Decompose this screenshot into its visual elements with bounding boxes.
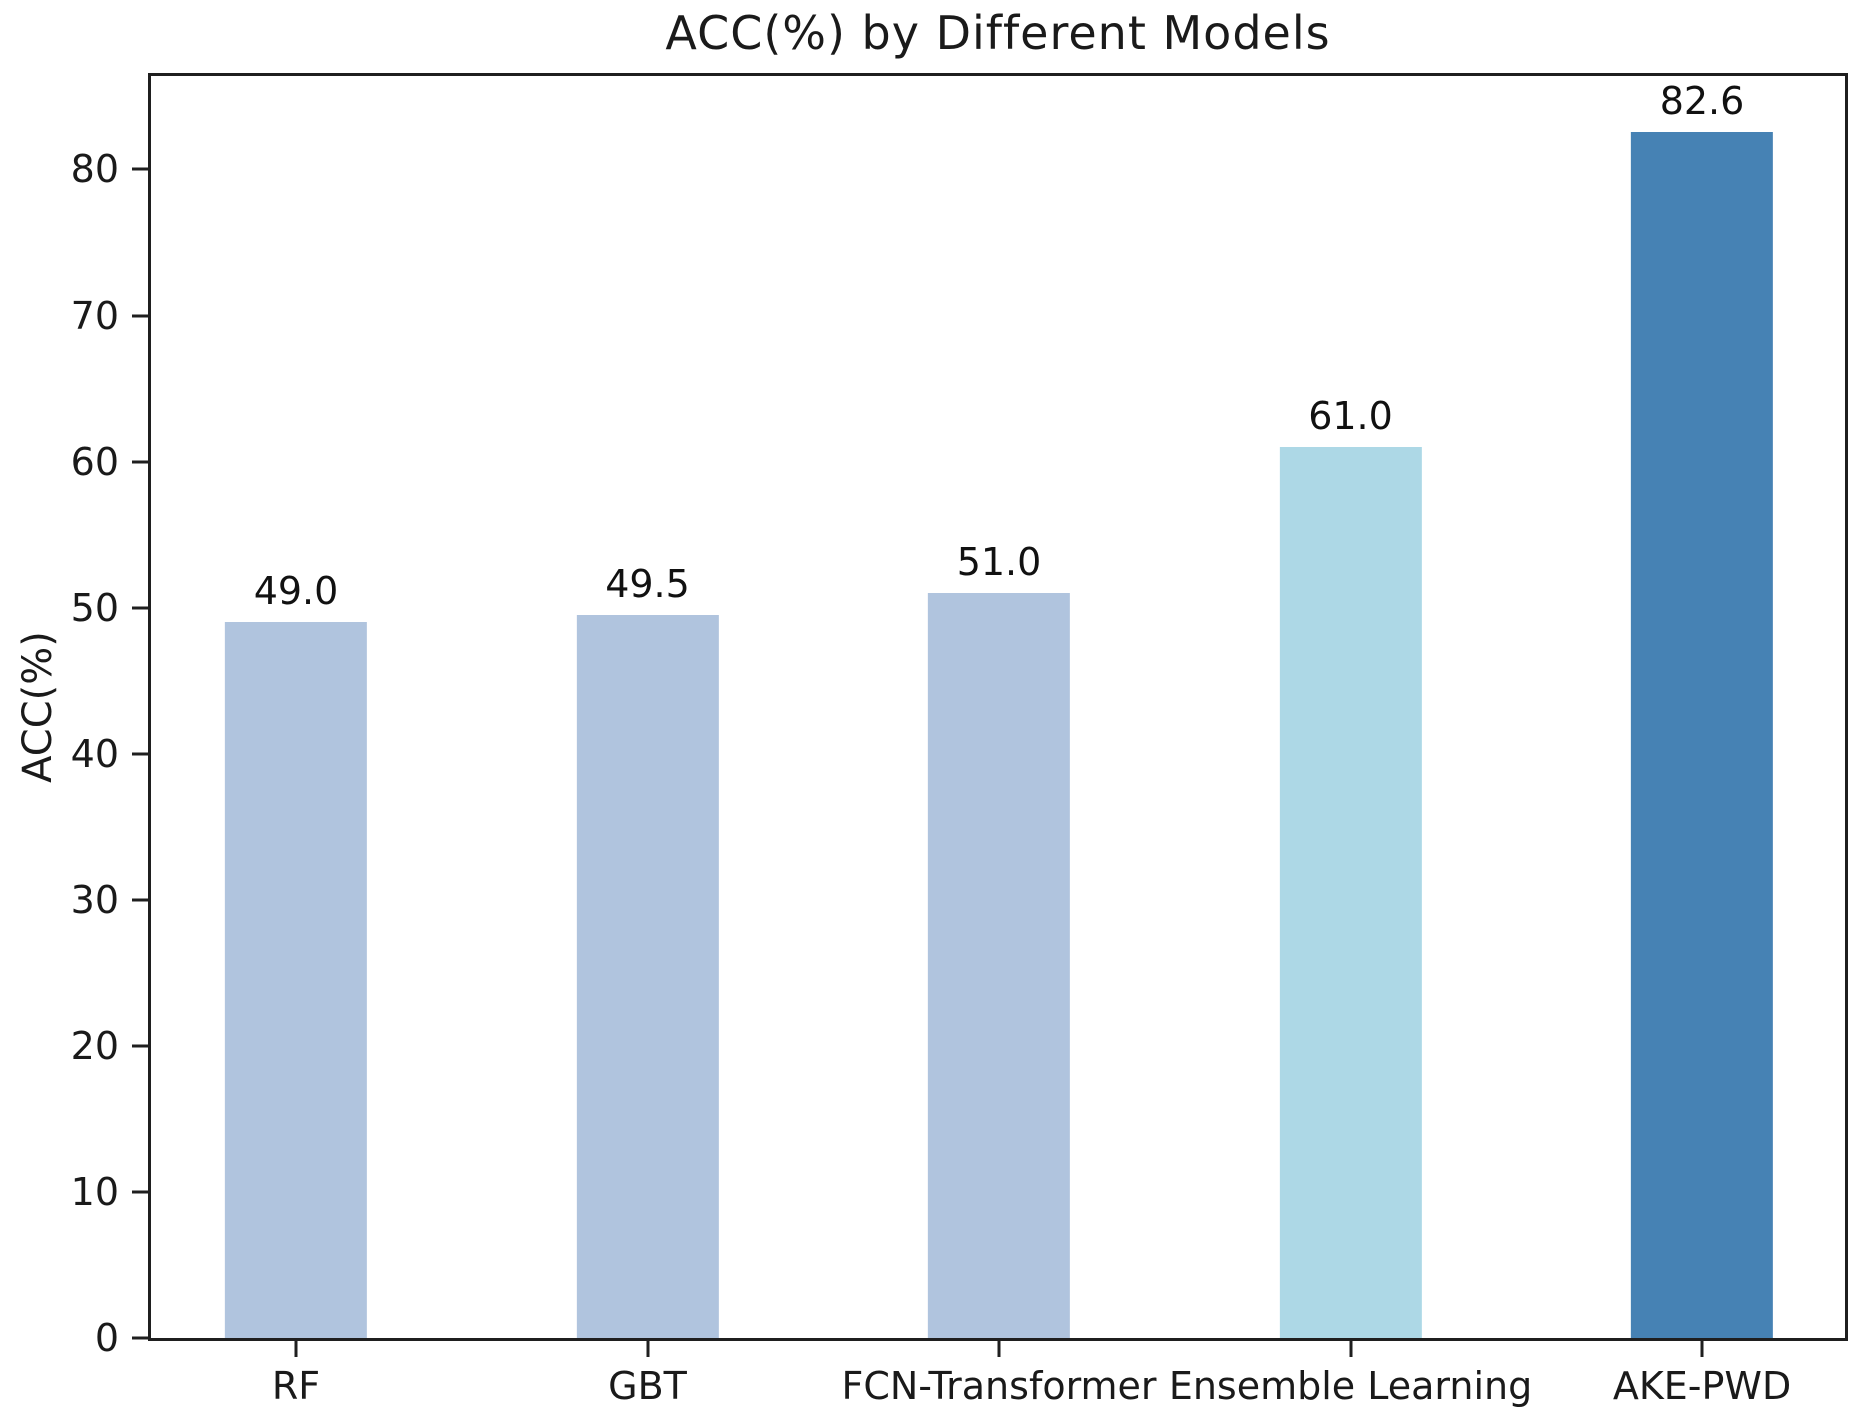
y-tick-mark: [132, 460, 148, 464]
x-tick-mark: [997, 1341, 1001, 1357]
x-tick-mark: [294, 1341, 298, 1357]
y-axis-ticks: 0 10 20 30 40 50 60 70 80: [71, 76, 1845, 1357]
y-tick-label: 30: [70, 877, 119, 922]
x-tick-label: FCN-Transformer: [841, 1364, 1157, 1408]
x-tick-mark: [1700, 1341, 1704, 1357]
x-tick-mark: [646, 1341, 649, 1357]
y-tick-label: 80: [70, 147, 119, 192]
y-tick-mark: [132, 752, 148, 756]
y-tick-label: 40: [70, 731, 119, 776]
y-tick-label: 70: [70, 293, 119, 338]
bar-value-label: 61.0: [1308, 394, 1393, 439]
bar-value-label: 49.0: [253, 569, 339, 614]
y-tick-label: 0: [94, 1316, 119, 1360]
y-tick-mark: [132, 314, 148, 318]
x-tick-mark: [1349, 1341, 1353, 1357]
bar: [927, 593, 1071, 1338]
x-tick-label: Ensemble Learning: [1168, 1364, 1533, 1408]
bar-value-label: 82.6: [1659, 78, 1745, 123]
bar: [1630, 131, 1774, 1338]
bar: [1279, 447, 1422, 1338]
y-tick-mark: [132, 606, 148, 610]
bar-group: 82.6: [1630, 76, 1774, 1338]
y-tick-mark: [132, 1190, 148, 1194]
bars-layer: 49.0 49.5 51.0 61.0 82.6: [151, 76, 1845, 1338]
x-tick-label: AKE-PWD: [1612, 1364, 1792, 1408]
y-tick-label: 20: [70, 1023, 119, 1068]
bar-value-label: 49.5: [605, 561, 690, 606]
bar-group: 49.0: [224, 76, 368, 1338]
y-axis-label: ACC(%): [15, 631, 61, 783]
bar-group: 61.0: [1279, 76, 1422, 1338]
y-tick-mark: [132, 1336, 148, 1340]
x-tick-label: GBT: [608, 1364, 687, 1408]
plot-area: 0 10 20 30 40 50 60 70 80 49.0 49.5 51.0 61.0 82.6 R…: [71, 73, 1848, 1408]
bar-value-label: 51.0: [956, 540, 1042, 585]
bar-group: 49.5: [576, 76, 719, 1338]
bar-group: 51.0: [927, 76, 1071, 1338]
chart-title: ACC(%) by Different Models: [665, 6, 1331, 60]
bar: [224, 622, 368, 1338]
x-tick-label: RF: [271, 1364, 321, 1408]
y-tick-mark: [132, 898, 148, 902]
x-axis-ticks: RF GBT FCN-Transformer Ensemble Learning AKE…: [151, 76, 1845, 1408]
y-tick-mark: [132, 167, 148, 171]
bar: [576, 614, 719, 1338]
y-tick-label: 50: [70, 585, 119, 630]
y-tick-mark: [132, 1044, 148, 1048]
y-tick-label: 60: [70, 439, 119, 484]
y-tick-label: 10: [70, 1169, 119, 1214]
